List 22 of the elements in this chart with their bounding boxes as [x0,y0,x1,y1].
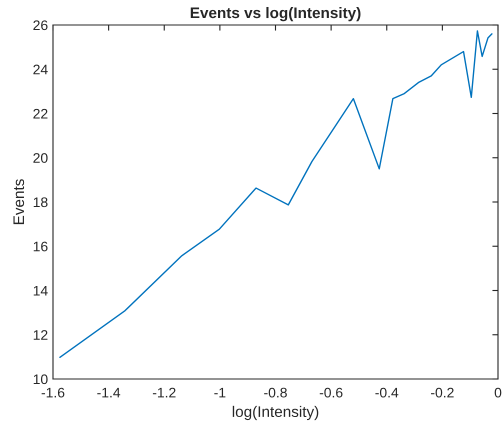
y-tick-label: 16 [34,242,48,252]
y-tick-label: 18 [34,197,48,208]
x-tick-label: -0.2 [431,388,454,398]
x-tick-label: 0 [494,388,502,398]
x-axis-title: log(Intensity) [232,406,318,420]
y-tick-label: 10 [34,374,48,384]
x-tick-label: -1 [214,388,226,398]
y-axis-title: Events [13,179,24,224]
line-series [59,30,493,358]
x-tick-label: -1.4 [97,388,120,398]
x-tick-label: -1.6 [42,388,64,398]
x-tick-label: -1.2 [152,388,176,398]
x-tick-label: -0.6 [320,388,342,398]
y-tick-label: 12 [34,330,48,340]
x-tick-label: -0.4 [375,388,398,398]
y-tick-label: 24 [33,64,48,74]
chart-title: Events vs log(Intensity) [190,6,360,22]
y-tick-label: 26 [33,20,48,30]
y-tick-label: 20 [33,153,48,163]
y-tick-label: 22 [33,108,48,119]
y-tick-label: 14 [34,286,48,296]
x-tick-label: -0.8 [264,388,287,398]
